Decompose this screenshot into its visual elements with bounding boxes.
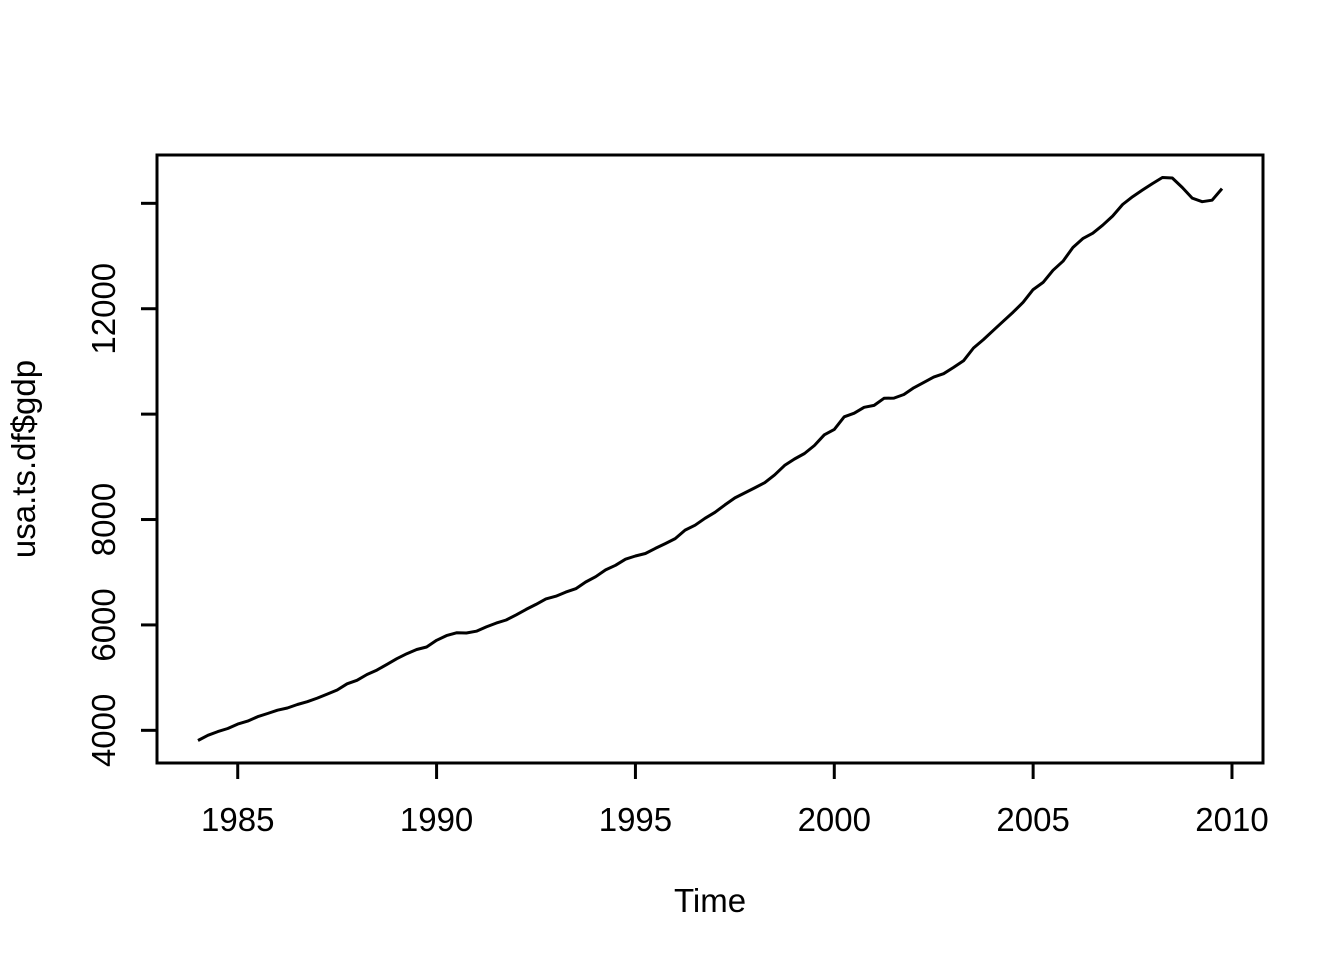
gdp-line-series [197,176,1224,742]
plot-box [155,153,1265,765]
tick-label: 8000 [85,483,122,556]
tick-label: 4000 [85,694,122,767]
tick-label: 12000 [85,263,122,355]
tick-label: 1990 [400,801,473,838]
tick-label: 2005 [996,801,1069,838]
y-axis-ticks [141,201,157,732]
tick-label: 2010 [1195,801,1268,838]
tick-label: 2000 [798,801,871,838]
tick-label: 1985 [201,801,274,838]
x-axis-ticks [236,763,1234,779]
y-axis-label: usa.ts.df$gdp [5,360,42,558]
x-axis-label: Time [674,882,746,919]
x-axis-tick-labels: 1985 1990 1995 2000 2005 2010 [201,801,1269,838]
tick-label: 6000 [85,588,122,661]
y-axis-tick-labels: 4000 6000 8000 12000 [85,263,122,767]
tick-label: 1995 [599,801,672,838]
